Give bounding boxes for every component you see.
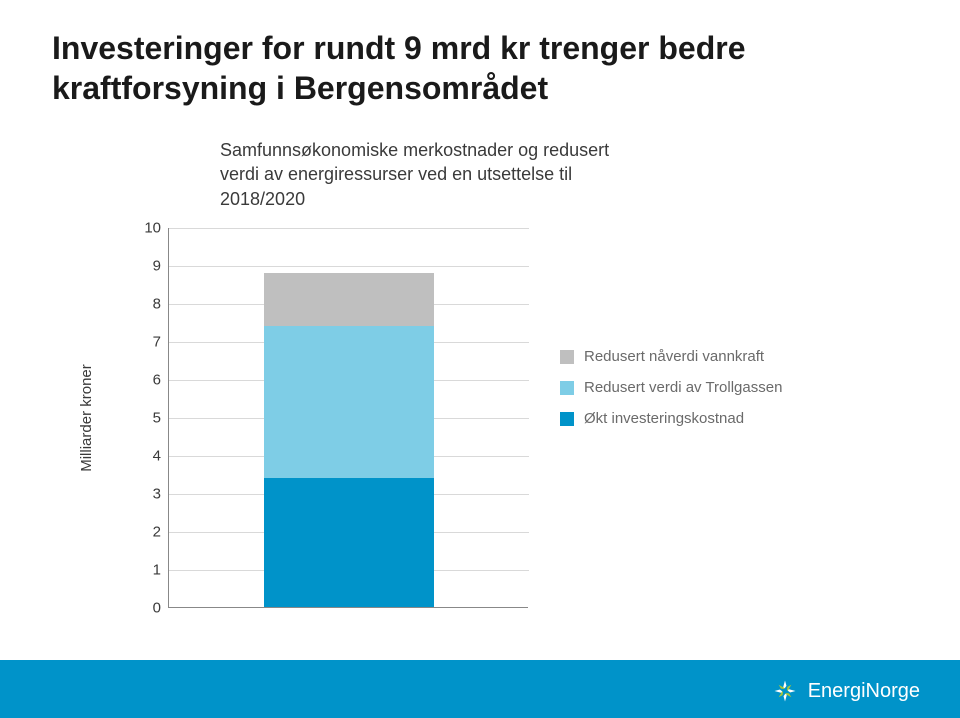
ytick-label: 7 — [129, 334, 169, 351]
logo-star-icon — [770, 676, 800, 706]
page-title: Investeringer for rundt 9 mrd kr trenger… — [52, 28, 832, 108]
footer-bar: EnergiNorge — [0, 660, 960, 718]
ytick-label: 4 — [129, 448, 169, 465]
slide-page: Investeringer for rundt 9 mrd kr trenger… — [0, 0, 960, 718]
bar-stack — [264, 273, 433, 607]
ytick-label: 10 — [129, 220, 169, 237]
ytick-label: 3 — [129, 486, 169, 503]
bar-segment-vannkraft — [264, 273, 433, 326]
ytick-label: 6 — [129, 372, 169, 389]
logo-text: EnergiNorge — [808, 680, 920, 703]
legend-label: Redusert verdi av Trollgassen — [584, 379, 782, 396]
title-line2: kraftforsyning i Bergensområdet — [52, 70, 548, 106]
ytick-label: 8 — [129, 296, 169, 313]
bar-segment-okt_invest — [264, 478, 433, 607]
bar-segment-troll — [264, 326, 433, 478]
legend-item: Redusert verdi av Trollgassen — [560, 379, 840, 396]
ytick-label: 0 — [129, 600, 169, 617]
ytick-label: 2 — [129, 524, 169, 541]
title-line1: Investeringer for rundt 9 mrd kr trenger… — [52, 30, 746, 66]
gridline — [169, 228, 529, 229]
subtitle-line1: Samfunnsøkonomiske merkostnader og redus… — [220, 140, 609, 160]
legend-swatch — [560, 412, 574, 426]
chart-area: 012345678910 Redusert nåverdi vannkraftR… — [120, 228, 840, 608]
y-axis-label: Milliarder kroner — [78, 228, 98, 608]
legend-item: Redusert nåverdi vannkraft — [560, 348, 840, 365]
legend-item: Økt investeringskostnad — [560, 410, 840, 427]
legend-label: Økt investeringskostnad — [584, 410, 744, 427]
legend-label: Redusert nåverdi vannkraft — [584, 348, 764, 365]
ytick-label: 9 — [129, 258, 169, 275]
ytick-label: 1 — [129, 562, 169, 579]
brand-logo: EnergiNorge — [770, 676, 920, 706]
plot-area: 012345678910 — [168, 228, 528, 608]
ytick-label: 5 — [129, 410, 169, 427]
chart-subtitle: Samfunnsøkonomiske merkostnader og redus… — [220, 138, 720, 211]
subtitle-line3: 2018/2020 — [220, 189, 305, 209]
subtitle-line2: verdi av energiressurser ved en utsettel… — [220, 164, 572, 184]
legend-swatch — [560, 381, 574, 395]
legend-swatch — [560, 350, 574, 364]
legend: Redusert nåverdi vannkraft Redusert verdi… — [560, 348, 840, 441]
gridline — [169, 266, 529, 267]
